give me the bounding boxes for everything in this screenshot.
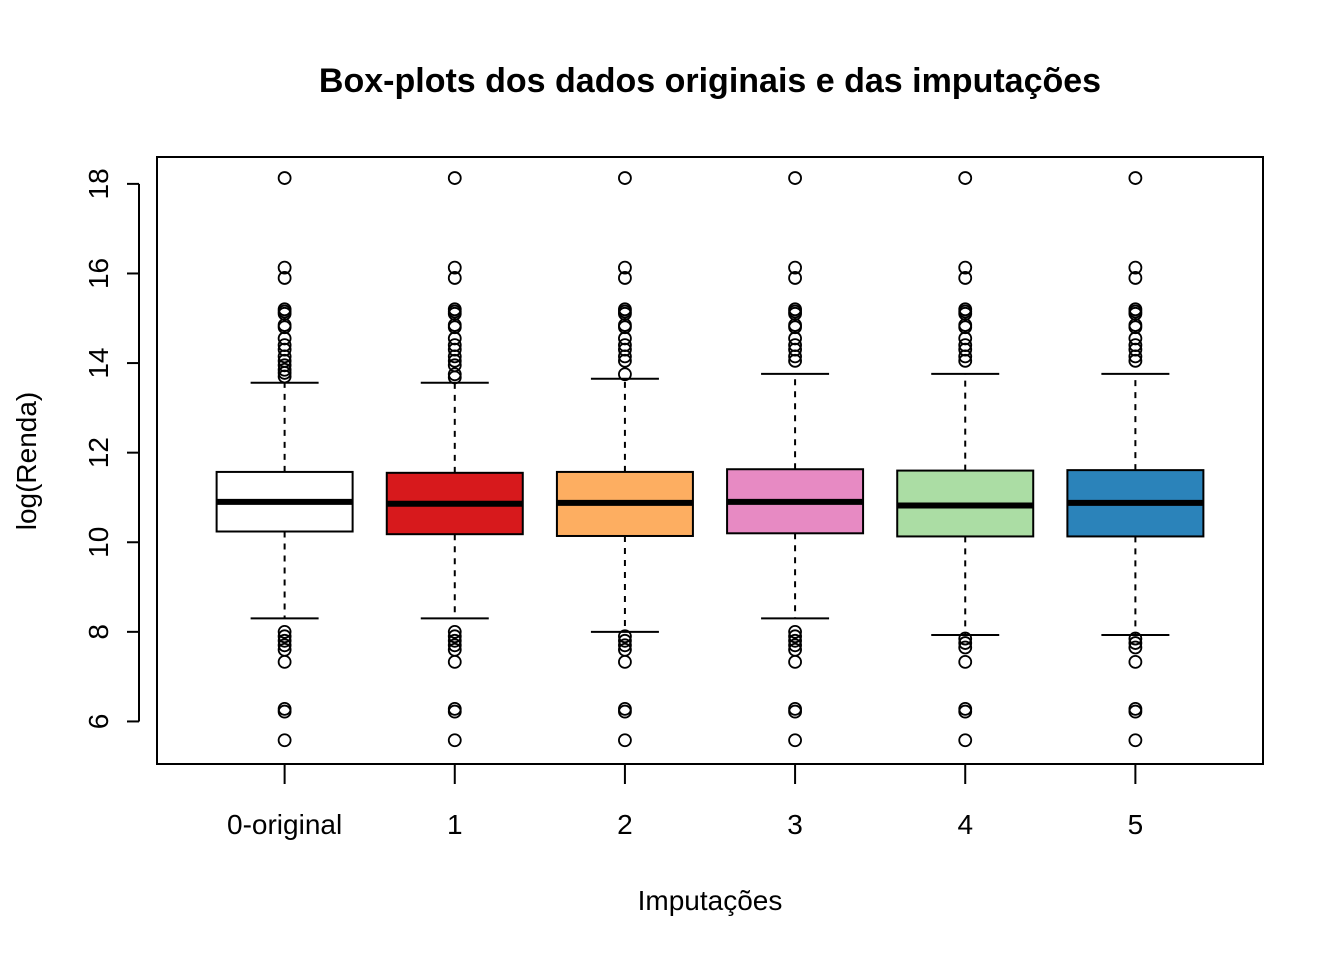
outlier-point [618, 654, 632, 669]
x-tick-label: 3 [787, 809, 803, 840]
outlier-point [788, 629, 802, 644]
outlier-point [788, 624, 802, 639]
outlier-point [1128, 171, 1143, 185]
outlier-point [447, 704, 462, 719]
outlier-point [788, 733, 802, 748]
outlier-point [788, 704, 802, 719]
y-tick-label: 16 [83, 258, 114, 289]
box-original [215, 171, 354, 748]
box-4 [896, 171, 1035, 748]
outlier-point [277, 349, 292, 364]
x-tick-label: 4 [957, 809, 973, 840]
outlier-point [788, 638, 802, 653]
outlier-point [618, 733, 632, 748]
outlier-point [618, 260, 632, 275]
outlier-point [1128, 271, 1143, 285]
box-1 [385, 171, 524, 748]
outlier-point [958, 271, 973, 285]
outlier-point [277, 733, 292, 748]
outlier-point [277, 369, 292, 384]
outlier-point [447, 633, 462, 648]
outlier-point [277, 633, 292, 648]
outlier-point [447, 349, 462, 364]
outlier-point [1128, 260, 1143, 275]
outlier-point [277, 704, 292, 719]
outlier-point [447, 654, 462, 669]
outlier-point [788, 353, 802, 368]
y-tick-label: 6 [83, 714, 114, 730]
outlier-point [1128, 640, 1143, 655]
outlier-point [958, 631, 973, 646]
outlier-point [958, 733, 973, 748]
outlier-point [1128, 733, 1143, 748]
y-axis: 6 8 10 12 14 16 18 [83, 168, 140, 730]
outlier-point [958, 349, 973, 364]
outlier-point [1128, 349, 1143, 364]
outlier-point [447, 629, 462, 644]
outlier-point [958, 353, 973, 368]
outlier-point [788, 654, 802, 669]
x-axis: 0-original 1 2 3 4 5 [227, 763, 1144, 840]
x-tick-label: 2 [617, 809, 633, 840]
outlier-point [447, 171, 462, 185]
outlier-point [958, 654, 973, 669]
outlier-point [788, 271, 802, 285]
box-5 [1066, 171, 1205, 748]
outlier-point [788, 633, 802, 648]
outlier-point [788, 260, 802, 275]
outlier-point [958, 260, 973, 275]
outlier-point [788, 349, 802, 364]
outlier-point [618, 367, 632, 382]
y-tick-label: 12 [83, 437, 114, 468]
outlier-point [277, 629, 292, 644]
outlier-point [618, 638, 632, 653]
x-tick-label: 1 [447, 809, 463, 840]
outlier-point [1128, 353, 1143, 368]
y-tick-label: 10 [83, 527, 114, 558]
outlier-point [447, 370, 462, 385]
y-tick-label: 8 [83, 624, 114, 640]
outlier-point [1128, 631, 1143, 646]
boxes-layer [215, 171, 1205, 748]
outlier-point [277, 624, 292, 639]
outlier-point [618, 349, 632, 364]
outlier-point [1128, 636, 1143, 650]
outlier-point [447, 353, 462, 368]
outlier-point [618, 704, 632, 719]
outlier-point [618, 633, 632, 648]
outlier-point [958, 636, 973, 650]
y-tick-label: 18 [83, 168, 114, 199]
outlier-point [447, 271, 462, 285]
outlier-point [618, 171, 632, 185]
outlier-point [277, 171, 292, 185]
outlier-point [788, 171, 802, 185]
outlier-point [447, 733, 462, 748]
chart-title: Box-plots dos dados originais e das impu… [319, 62, 1101, 100]
outlier-point [277, 271, 292, 285]
outlier-point [277, 638, 292, 653]
y-tick-label: 14 [83, 347, 114, 378]
outlier-point [277, 260, 292, 275]
x-tick-label: 5 [1128, 809, 1144, 840]
outlier-point [618, 629, 632, 644]
y-axis-label: log(Renda) [11, 392, 42, 531]
outlier-point [447, 638, 462, 653]
outlier-point [618, 353, 632, 368]
plot-frame [156, 156, 1264, 765]
outlier-point [1128, 654, 1143, 669]
outlier-point [447, 624, 462, 639]
x-axis-label: Imputações [638, 885, 783, 916]
outlier-point [447, 260, 462, 275]
outlier-point [618, 271, 632, 285]
outlier-point [958, 640, 973, 655]
box-3 [726, 171, 865, 748]
outlier-point [958, 171, 973, 185]
box-2 [555, 171, 694, 748]
outlier-point [1128, 704, 1143, 719]
outlier-point [277, 654, 292, 669]
x-tick-label: 0-original [227, 809, 342, 840]
outlier-point [277, 366, 292, 380]
outlier-point [958, 704, 973, 719]
